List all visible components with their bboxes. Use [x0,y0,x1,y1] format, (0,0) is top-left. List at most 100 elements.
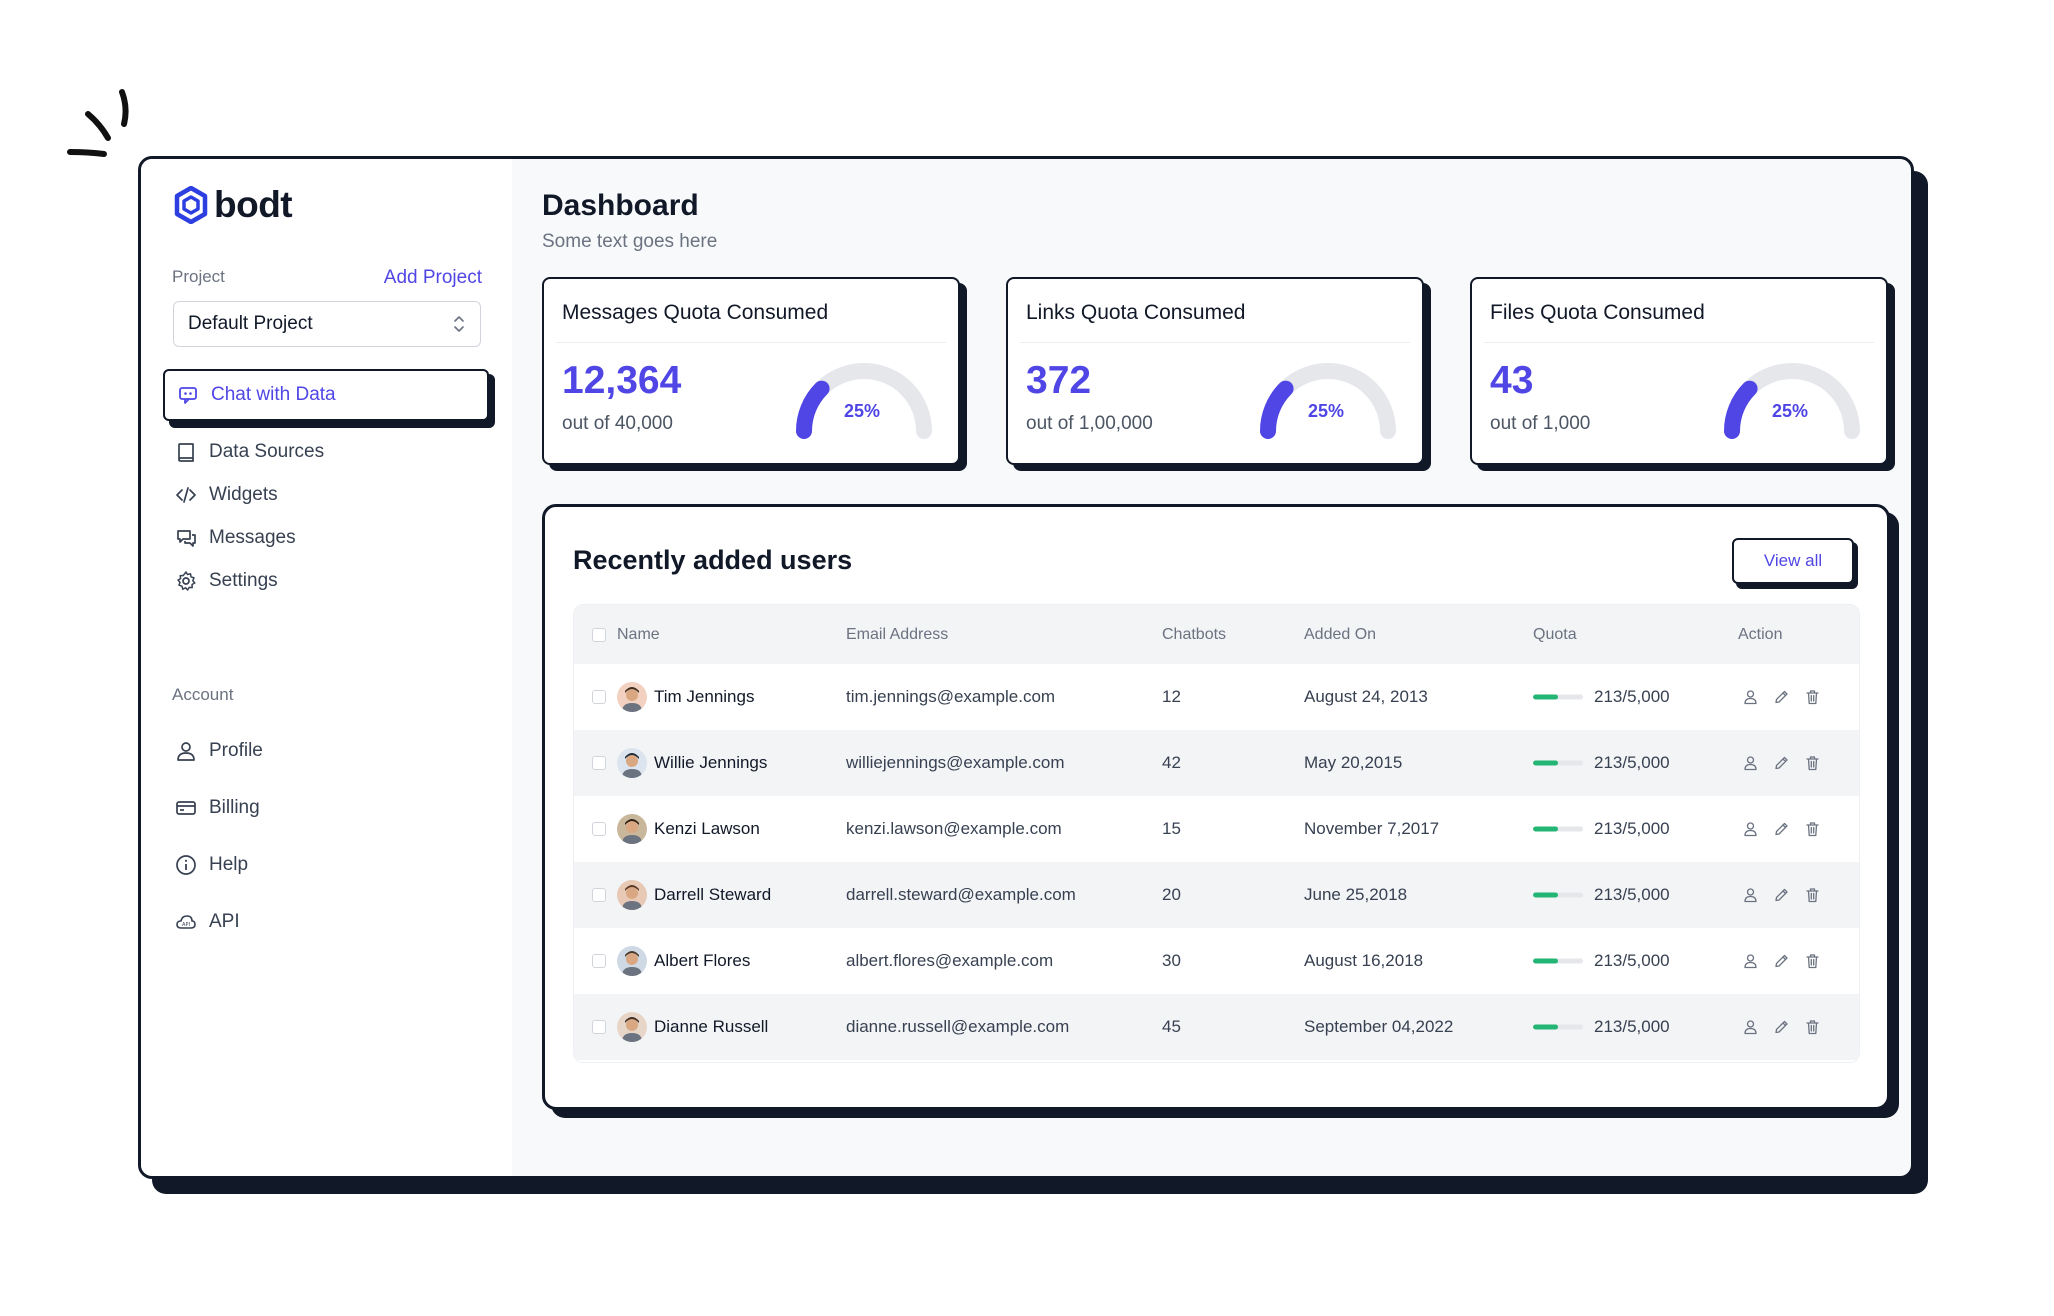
card-title: Messages Quota Consumed [562,301,829,324]
user-added-on: August 24, 2013 [1304,687,1428,706]
edit-pencil-icon[interactable] [1773,953,1790,970]
user-icon [177,742,195,761]
nav-item-data-sources[interactable]: Data Sources [163,426,489,478]
column-header-name[interactable]: Name [617,625,660,643]
gauge-percent: 25% [1308,401,1345,421]
view-all-button[interactable]: View all [1732,538,1854,584]
delete-trash-icon[interactable] [1804,953,1821,970]
card-subtext: out of 40,000 [562,413,673,434]
column-header-chatbots[interactable]: Chatbots [1162,625,1227,643]
project-label: Project [172,267,225,286]
card-value: 372 [1026,359,1092,402]
chevron-up-down-icon [454,316,464,332]
chat-bot-icon [179,387,197,404]
avatar-photo-icon [617,1012,647,1042]
column-header-added-on[interactable]: Added On [1304,625,1377,643]
quota-bar [1533,694,1583,700]
table-row: Albert Flores albert.flores@example.com … [574,928,1859,994]
nav-item-billing[interactable]: Billing [163,782,489,834]
avatar [617,946,647,976]
users-section-title: Recently added users [573,545,853,575]
row-actions [1742,953,1821,970]
row-checkbox[interactable] [592,690,606,704]
quota-bar-fill [1533,958,1558,964]
quota-gauge [796,363,932,439]
user-added-on: August 16,2018 [1304,951,1424,970]
delete-trash-icon[interactable] [1804,755,1821,772]
user-added-on: November 7,2017 [1304,819,1440,838]
edit-pencil-icon[interactable] [1773,689,1790,706]
page-subtitle: Some text goes here [542,231,718,252]
view-user-icon[interactable] [1742,887,1759,904]
brand-name: bodt [214,184,293,225]
edit-pencil-icon[interactable] [1773,821,1790,838]
card-divider [1020,342,1410,343]
nav-item-widgets[interactable]: Widgets [163,469,489,521]
row-checkbox[interactable] [592,822,606,836]
quota-gauge [1260,363,1396,439]
gauge-fill [796,380,830,439]
view-user-icon[interactable] [1742,689,1759,706]
avatar-photo-icon [617,814,647,844]
user-chatbots: 12 [1162,687,1181,706]
avatar [617,748,647,778]
user-quota: 213/5,000 [1594,1017,1670,1036]
row-checkbox[interactable] [592,756,606,770]
delete-trash-icon[interactable] [1804,887,1821,904]
table-header: Name Email Address Chatbots Added On Quo… [574,605,1859,664]
app-window: bodt Project Add Project Default Project… [138,156,1914,1179]
avatar [617,1012,647,1042]
edit-pencil-icon[interactable] [1773,887,1790,904]
edit-pencil-icon[interactable] [1773,1019,1790,1036]
row-checkbox[interactable] [592,954,606,968]
recent-users-card: Recently added users View all Name Email… [542,504,1890,1110]
quota-bar-fill [1533,1024,1558,1030]
view-user-icon[interactable] [1742,953,1759,970]
row-checkbox[interactable] [592,888,606,902]
quota-bar [1533,958,1583,964]
user-name: Kenzi Lawson [654,819,760,838]
gauge-fill [1724,380,1758,439]
user-chatbots: 42 [1162,753,1181,772]
view-user-icon[interactable] [1742,755,1759,772]
messages-icon [177,530,196,547]
nav-label: Help [209,854,249,875]
nav-item-help[interactable]: Help [163,839,489,891]
avatar [617,880,647,910]
quota-bar [1533,1024,1583,1030]
nav-item-messages[interactable]: Messages [163,512,489,564]
column-header-email[interactable]: Email Address [846,625,949,643]
quota-gauge [1724,363,1860,439]
view-user-icon[interactable] [1742,821,1759,838]
nav-item-chat-with-data[interactable]: Chat with Data [163,369,489,421]
user-quota: 213/5,000 [1594,687,1670,706]
info-icon [176,855,196,875]
row-checkbox[interactable] [592,1020,606,1034]
nav-item-profile[interactable]: Profile [163,725,489,777]
svg-text:API: API [182,922,190,928]
view-user-icon[interactable] [1742,1019,1759,1036]
edit-pencil-icon[interactable] [1773,755,1790,772]
user-name: Dianne Russell [654,1017,769,1036]
add-project-link[interactable]: Add Project [383,267,482,288]
user-email: tim.jennings@example.com [846,687,1056,706]
nav-item-settings[interactable]: Settings [163,555,489,607]
delete-trash-icon[interactable] [1804,821,1821,838]
user-name: Willie Jennings [654,753,768,772]
user-added-on: May 20,2015 [1304,753,1403,772]
column-header-quota[interactable]: Quota [1533,625,1577,643]
project-select-value: Default Project [188,313,313,334]
delete-trash-icon[interactable] [1804,689,1821,706]
delete-trash-icon[interactable] [1804,1019,1821,1036]
brand-logo[interactable]: bodt [174,184,293,226]
users-table: Name Email Address Chatbots Added On Quo… [573,604,1860,1063]
select-all-checkbox[interactable] [592,627,606,642]
nav-label: Data Sources [209,441,325,462]
links-quota-card: Links Quota Consumed 372 out of 1,00,000… [1006,277,1424,465]
nav-item-api[interactable]: API API [163,896,489,948]
sidebar: bodt Project Add Project Default Project… [141,159,512,1176]
nav-label: Widgets [209,484,278,505]
card-subtext: out of 1,00,000 [1026,413,1153,434]
user-quota: 213/5,000 [1594,885,1670,904]
project-select[interactable]: Default Project [173,301,481,347]
